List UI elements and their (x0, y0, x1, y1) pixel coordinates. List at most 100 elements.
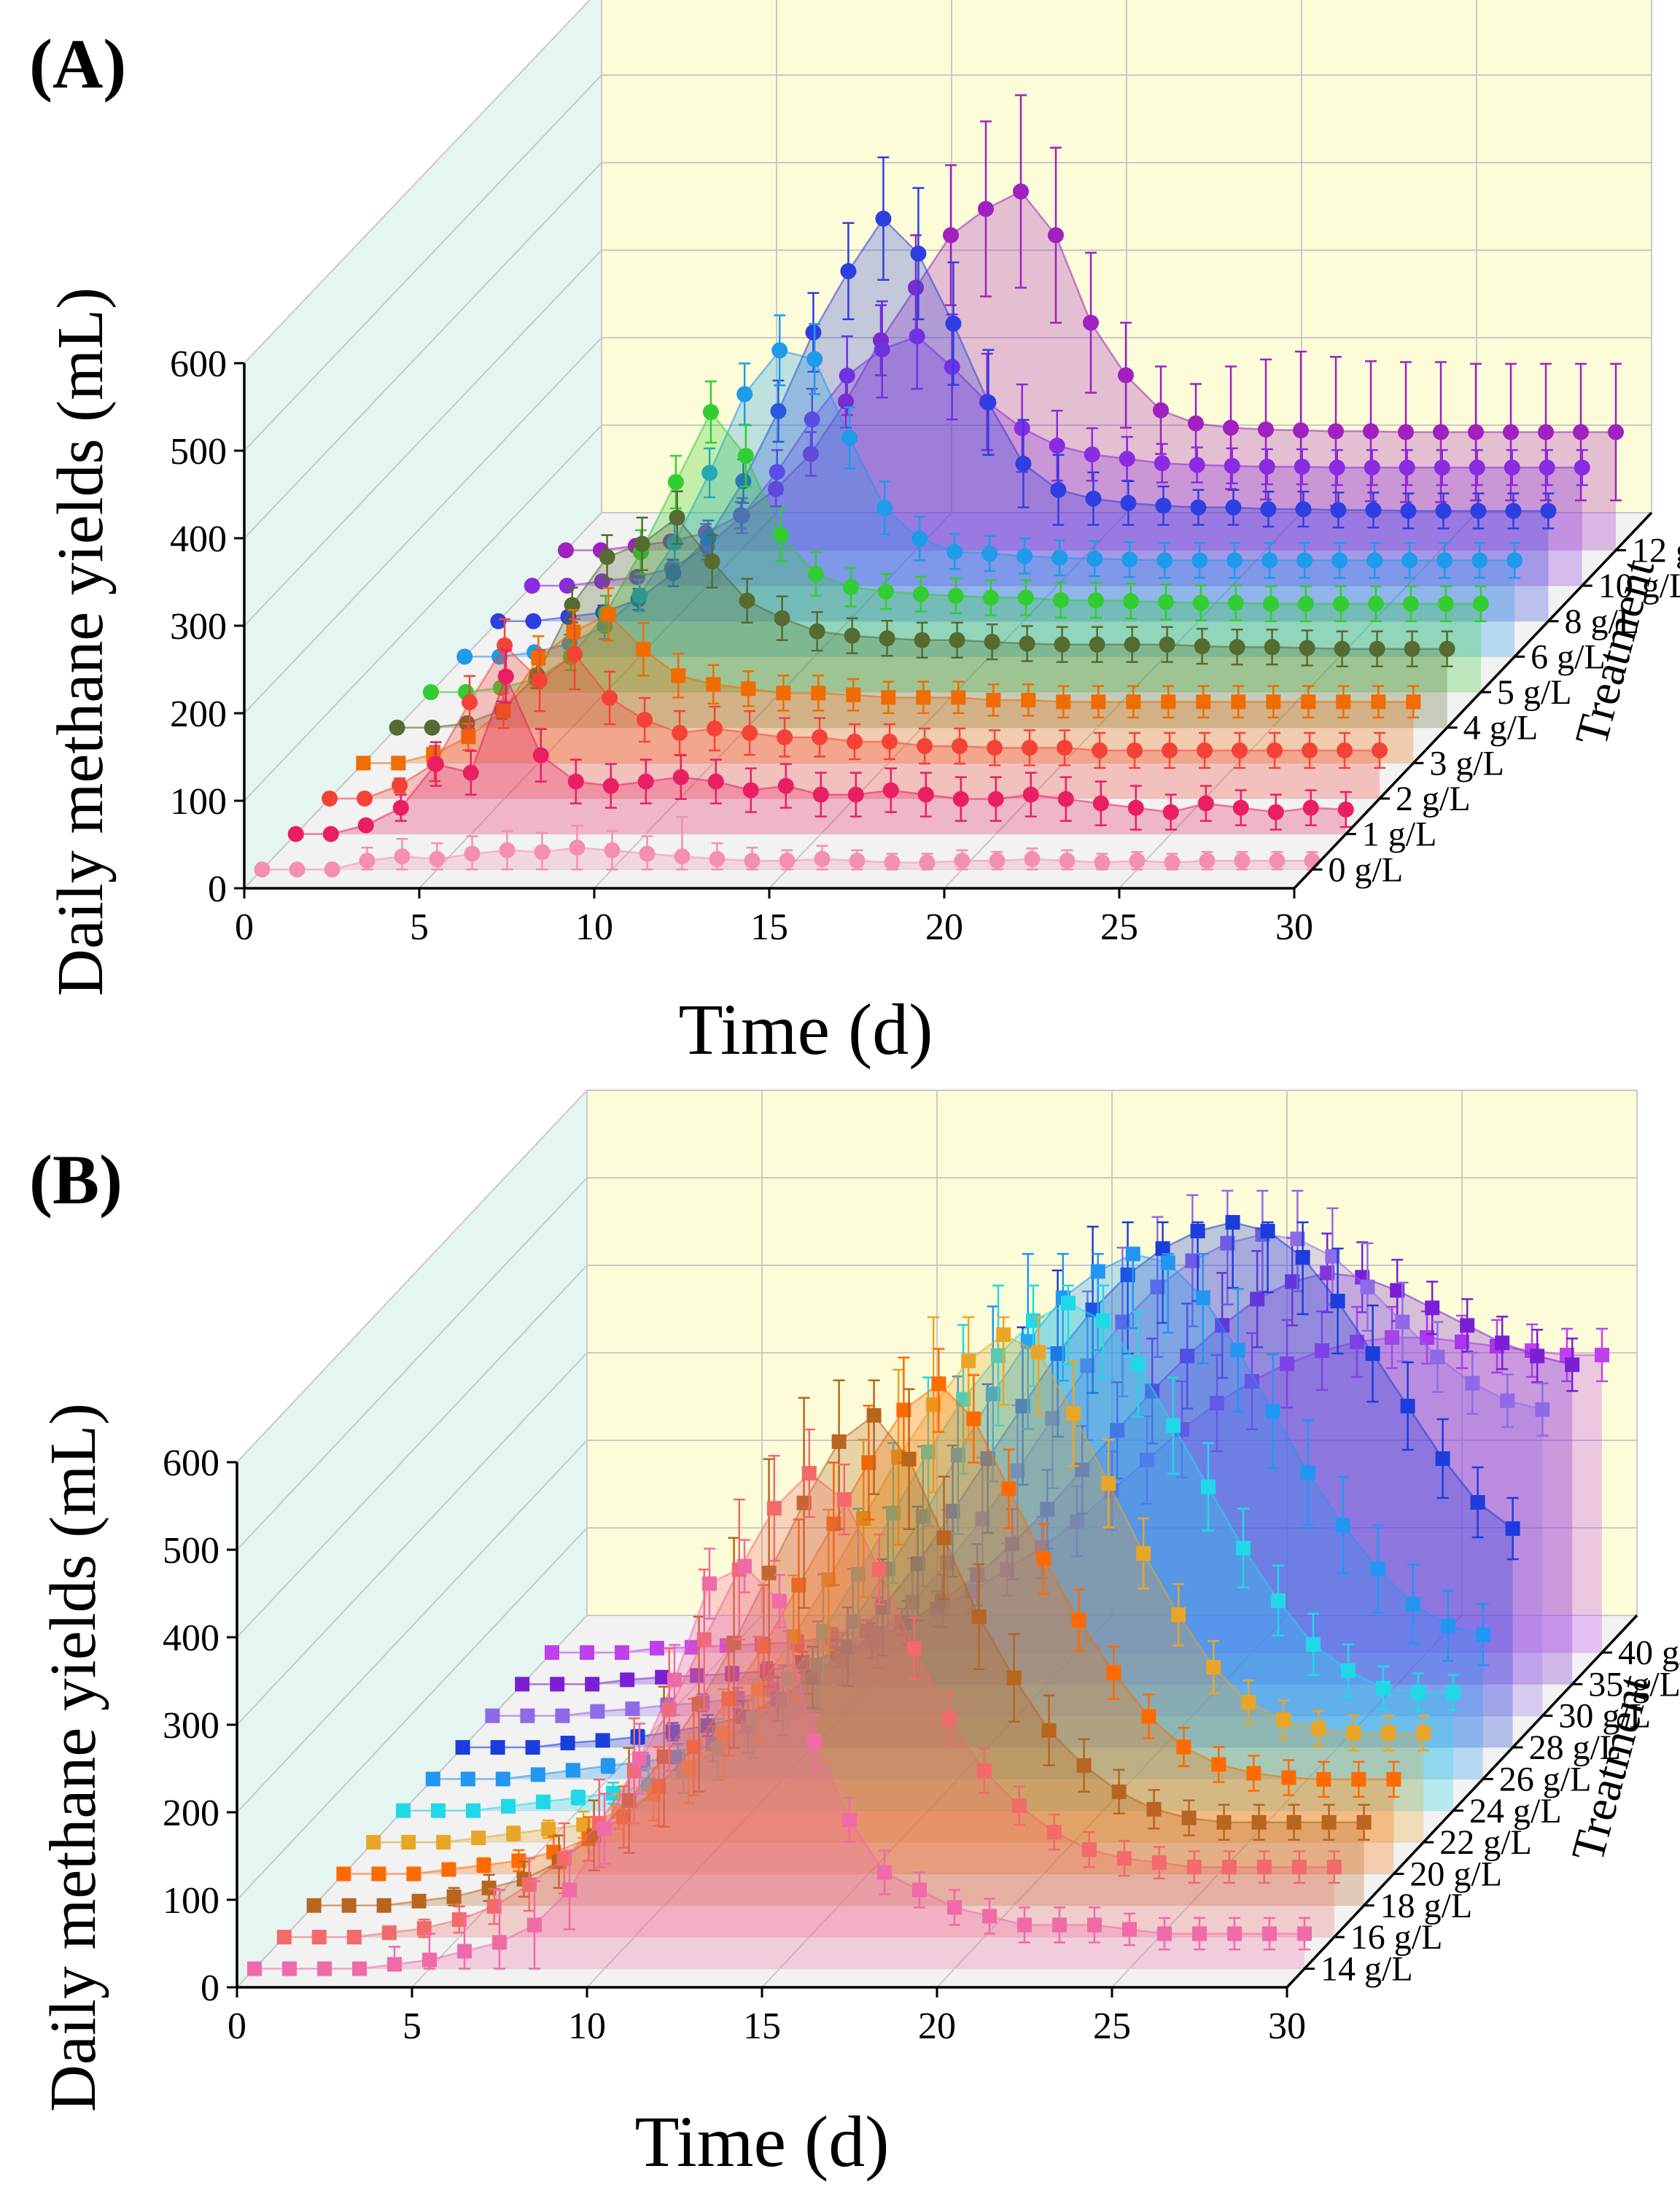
data-point (746, 1711, 761, 1726)
data-point (566, 624, 581, 640)
data-point (986, 692, 1001, 707)
data-point (1051, 549, 1068, 566)
data-point (1120, 1267, 1135, 1283)
series-3-g-L (356, 587, 1421, 771)
data-point (814, 850, 831, 867)
data-point (704, 553, 720, 570)
data-point (247, 1961, 262, 1976)
data-point (460, 1771, 475, 1787)
gridline-y-side (236, 1177, 588, 1550)
data-point (666, 535, 683, 551)
data-point (620, 1672, 635, 1688)
data-point (1363, 423, 1379, 440)
data-point (1220, 1235, 1235, 1251)
data-point (1159, 636, 1175, 653)
data-point (1267, 804, 1284, 820)
gridline-x-floor (586, 1615, 938, 1988)
data-point (352, 1961, 367, 1976)
panel-b-xlabel: Time (d) (634, 2101, 889, 2182)
data-point (961, 1354, 976, 1369)
data-point (464, 845, 481, 862)
data-point (1231, 694, 1246, 710)
data-point (630, 1729, 645, 1744)
z-tick-label: 24 g/L (1469, 1792, 1562, 1831)
z-tick-label: 0 g/L (1329, 850, 1404, 889)
data-point (669, 509, 685, 526)
data-point (1258, 421, 1274, 438)
data-point (917, 786, 934, 803)
data-point (1261, 552, 1278, 569)
data-point (1269, 853, 1286, 869)
data-point (774, 610, 790, 626)
series-26-g-L (425, 1246, 1490, 1787)
data-point (1328, 423, 1344, 440)
data-point (1386, 1771, 1401, 1787)
data-point (254, 861, 271, 878)
data-point (1286, 1814, 1302, 1830)
data-point (735, 473, 752, 489)
data-point (851, 1567, 866, 1582)
data-point (1295, 1250, 1310, 1265)
data-point (595, 1733, 610, 1748)
series-area (295, 676, 1346, 834)
data-point (1436, 552, 1453, 569)
data-point (744, 853, 761, 869)
data-point (532, 747, 549, 764)
data-point (821, 1572, 836, 1588)
data-point (871, 1562, 887, 1577)
gridline-y-side (236, 1090, 588, 1463)
data-point (1505, 502, 1522, 519)
data-point (1232, 799, 1249, 816)
data-point (1005, 1537, 1020, 1552)
data-point (525, 1740, 540, 1755)
data-point (901, 1451, 917, 1467)
data-point (804, 411, 820, 428)
data-point (1400, 502, 1417, 519)
z-tick-label: 8 g/L (1564, 602, 1639, 641)
data-point (422, 1952, 437, 1968)
data-point (1469, 459, 1485, 476)
data-point (1022, 739, 1038, 756)
data-point (636, 642, 651, 657)
data-point (1014, 420, 1030, 437)
data-point (520, 1708, 535, 1723)
data-point (1056, 694, 1071, 710)
x-tick-label: 15 (743, 2006, 781, 2047)
data-point (1440, 1618, 1455, 1634)
data-point (1281, 1770, 1296, 1785)
data-point (1332, 595, 1349, 612)
data-point (947, 588, 964, 605)
data-point (970, 1567, 985, 1583)
data-point (952, 791, 969, 807)
z-tick-label: 35 g/L (1588, 1665, 1680, 1704)
data-point (1465, 1375, 1480, 1391)
data-point (1199, 853, 1216, 869)
data-point (276, 1930, 292, 1945)
data-point (456, 648, 473, 665)
data-point (545, 1645, 559, 1660)
data-point (917, 737, 933, 754)
data-point (1189, 457, 1205, 473)
data-point (511, 1853, 526, 1868)
data-point (1460, 1318, 1475, 1333)
data-point (532, 672, 548, 688)
gridline-y-side (236, 1352, 588, 1725)
data-point (391, 756, 406, 771)
data-point (1364, 459, 1380, 476)
series-area (464, 350, 1515, 657)
data-point (881, 690, 896, 705)
data-point (672, 769, 689, 785)
data-point (742, 724, 758, 741)
gridline-x-floor (594, 512, 952, 889)
data-point (431, 1803, 446, 1818)
data-point (1256, 1860, 1272, 1875)
data-point (667, 1672, 682, 1688)
data-point (282, 1961, 297, 1976)
data-point (841, 430, 858, 446)
data-point (1156, 552, 1173, 569)
data-point (1216, 1814, 1232, 1830)
data-point (485, 1708, 500, 1723)
data-point (1118, 367, 1134, 384)
x-tick-label: 20 (918, 2006, 956, 2047)
